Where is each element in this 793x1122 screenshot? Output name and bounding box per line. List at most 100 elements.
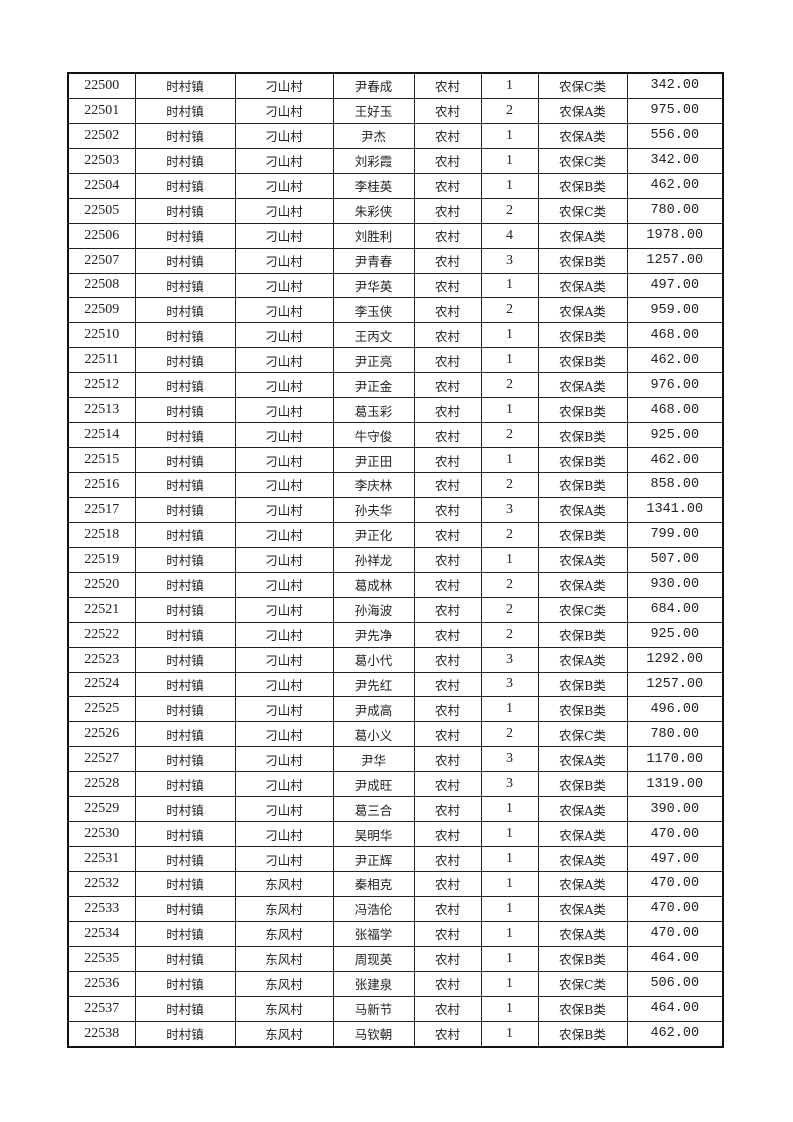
town-cell: 时村镇 [134, 920, 236, 947]
member-count-cell: 2 [480, 596, 539, 623]
household-type-cell: 农村 [413, 696, 482, 723]
name-cell: 冯浩伦 [332, 895, 415, 922]
town-cell: 时村镇 [134, 646, 236, 673]
town-cell: 时村镇 [134, 546, 236, 573]
insurance-category-cell: 农保C类 [537, 970, 628, 997]
table-row: 22504 时村镇 刁山村 李桂英 农村 1 农保B类 462.00 [67, 172, 724, 199]
amount-cell: 496.00 [626, 696, 724, 723]
name-cell: 牛守俊 [332, 422, 415, 449]
name-cell: 王好玉 [332, 97, 415, 124]
name-cell: 张建泉 [332, 970, 415, 997]
member-count-cell: 3 [480, 496, 539, 523]
town-cell: 时村镇 [134, 521, 236, 548]
record-id-cell: 22513 [67, 397, 136, 424]
village-cell: 刁山村 [234, 771, 334, 798]
member-count-cell: 1 [480, 546, 539, 573]
member-count-cell: 3 [480, 671, 539, 698]
town-cell: 时村镇 [134, 970, 236, 997]
table-row: 22523 时村镇 刁山村 葛小代 农村 3 农保A类 1292.00 [67, 646, 724, 673]
record-id-cell: 22514 [67, 422, 136, 449]
household-type-cell: 农村 [413, 347, 482, 374]
household-type-cell: 农村 [413, 821, 482, 848]
amount-cell: 1292.00 [626, 646, 724, 673]
amount-cell: 497.00 [626, 272, 724, 299]
town-cell: 时村镇 [134, 422, 236, 449]
insurance-category-cell: 农保B类 [537, 995, 628, 1022]
insurance-category-cell: 农保B类 [537, 347, 628, 374]
household-type-cell: 农村 [413, 172, 482, 199]
table-row: 22534 时村镇 东风村 张福学 农村 1 农保A类 470.00 [67, 920, 724, 947]
record-id-cell: 22500 [67, 72, 136, 99]
town-cell: 时村镇 [134, 97, 236, 124]
insurance-category-cell: 农保C类 [537, 197, 628, 224]
record-id-cell: 22529 [67, 796, 136, 823]
member-count-cell: 1 [480, 821, 539, 848]
town-cell: 时村镇 [134, 696, 236, 723]
village-cell: 刁山村 [234, 397, 334, 424]
town-cell: 时村镇 [134, 871, 236, 897]
household-type-cell: 农村 [413, 596, 482, 623]
insurance-category-cell: 农保A类 [537, 571, 628, 598]
town-cell: 时村镇 [134, 945, 236, 972]
town-cell: 时村镇 [134, 721, 236, 748]
insurance-category-cell: 农保A类 [537, 372, 628, 399]
name-cell: 李桂英 [332, 172, 415, 199]
town-cell: 时村镇 [134, 1020, 236, 1048]
record-id-cell: 22520 [67, 571, 136, 598]
insurance-category-cell: 农保A类 [537, 297, 628, 324]
amount-cell: 1257.00 [626, 671, 724, 698]
record-id-cell: 22530 [67, 821, 136, 848]
town-cell: 时村镇 [134, 172, 236, 199]
table-row: 22517 时村镇 刁山村 孙夫华 农村 3 农保A类 1341.00 [67, 496, 724, 523]
insurance-category-cell: 农保B类 [537, 771, 628, 798]
name-cell: 朱彩侠 [332, 197, 415, 224]
town-cell: 时村镇 [134, 397, 236, 424]
member-count-cell: 1 [480, 871, 539, 897]
table-row: 22533 时村镇 东风村 冯浩伦 农村 1 农保A类 470.00 [67, 895, 724, 922]
record-id-cell: 22511 [67, 347, 136, 374]
name-cell: 葛玉彩 [332, 397, 415, 424]
amount-cell: 506.00 [626, 970, 724, 997]
amount-cell: 470.00 [626, 920, 724, 947]
village-cell: 东风村 [234, 871, 334, 897]
record-id-cell: 22515 [67, 447, 136, 473]
table-row: 22531 时村镇 刁山村 尹正辉 农村 1 农保A类 497.00 [67, 846, 724, 872]
table-row: 22521 时村镇 刁山村 孙海波 农村 2 农保C类 684.00 [67, 596, 724, 623]
record-id-cell: 22536 [67, 970, 136, 997]
amount-cell: 975.00 [626, 97, 724, 124]
insurance-category-cell: 农保B类 [537, 472, 628, 498]
table-body: 22500 时村镇 刁山村 尹春成 农村 1 农保C类 342.00 22501 时村镇 刁山村 王好… [67, 72, 724, 1048]
town-cell: 时村镇 [134, 322, 236, 349]
household-type-cell: 农村 [413, 496, 482, 523]
insurance-category-cell: 农保A类 [537, 821, 628, 848]
member-count-cell: 1 [480, 796, 539, 823]
town-cell: 时村镇 [134, 247, 236, 274]
amount-cell: 925.00 [626, 422, 724, 449]
member-count-cell: 3 [480, 771, 539, 798]
household-type-cell: 农村 [413, 945, 482, 972]
name-cell: 刘胜利 [332, 222, 415, 249]
member-count-cell: 1 [480, 945, 539, 972]
household-type-cell: 农村 [413, 721, 482, 748]
household-type-cell: 农村 [413, 796, 482, 823]
name-cell: 周现英 [332, 945, 415, 972]
amount-cell: 342.00 [626, 72, 724, 99]
table-row: 22502 时村镇 刁山村 尹杰 农村 1 农保A类 556.00 [67, 122, 724, 149]
member-count-cell: 2 [480, 297, 539, 324]
household-type-cell: 农村 [413, 222, 482, 249]
amount-cell: 470.00 [626, 895, 724, 922]
table-row: 22510 时村镇 刁山村 王丙文 农村 1 农保B类 468.00 [67, 322, 724, 349]
amount-cell: 1978.00 [626, 222, 724, 249]
village-cell: 刁山村 [234, 521, 334, 548]
record-id-cell: 22535 [67, 945, 136, 972]
name-cell: 葛小义 [332, 721, 415, 748]
amount-cell: 464.00 [626, 995, 724, 1022]
table-row: 22537 时村镇 东风村 马新节 农村 1 农保B类 464.00 [67, 995, 724, 1022]
household-type-cell: 农村 [413, 197, 482, 224]
insurance-category-cell: 农保B类 [537, 247, 628, 274]
insurance-category-cell: 农保B类 [537, 447, 628, 473]
record-id-cell: 22525 [67, 696, 136, 723]
village-cell: 刁山村 [234, 247, 334, 274]
table-row: 22500 时村镇 刁山村 尹春成 农村 1 农保C类 342.00 [67, 72, 724, 99]
insurance-category-cell: 农保B类 [537, 696, 628, 723]
